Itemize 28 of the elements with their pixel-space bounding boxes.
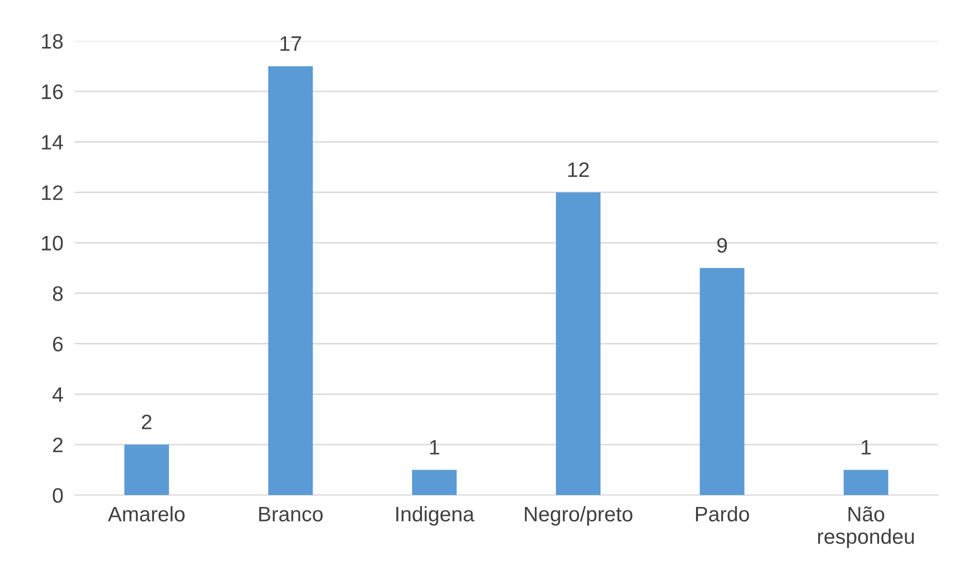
bar <box>412 470 457 496</box>
y-tick-label: 10 <box>42 236 63 251</box>
data-label: 2 <box>142 414 152 430</box>
data-label: 12 <box>568 162 589 177</box>
y-tick-label: 2 <box>53 438 63 452</box>
y-tick-label: 4 <box>52 387 64 402</box>
y-tick-label: 18 <box>42 34 63 49</box>
y-tick-label: 0 <box>52 488 63 503</box>
x-tick-label: Não respondeu <box>818 506 914 548</box>
bar <box>268 66 313 496</box>
bar <box>700 268 744 496</box>
y-tick-label: 16 <box>42 84 63 100</box>
y-tick-label: 6 <box>53 336 63 352</box>
bar <box>556 192 601 496</box>
x-tick-label: Negro/preto <box>524 506 632 526</box>
bar <box>124 444 169 496</box>
y-tick-label: 14 <box>42 135 64 150</box>
y-tick-label: 8 <box>52 286 63 301</box>
x-tick-label: Amarelo <box>108 506 185 522</box>
data-label: 1 <box>430 440 440 454</box>
x-tick-label: Indigena <box>396 506 474 526</box>
x-tick-label: Branco <box>259 506 323 522</box>
bar <box>844 470 888 496</box>
data-label: 1 <box>862 440 871 454</box>
data-label: 17 <box>280 36 302 51</box>
y-tick-label: 12 <box>42 185 63 200</box>
x-tick-label: Pardo <box>696 506 750 522</box>
data-label: 9 <box>717 238 727 253</box>
